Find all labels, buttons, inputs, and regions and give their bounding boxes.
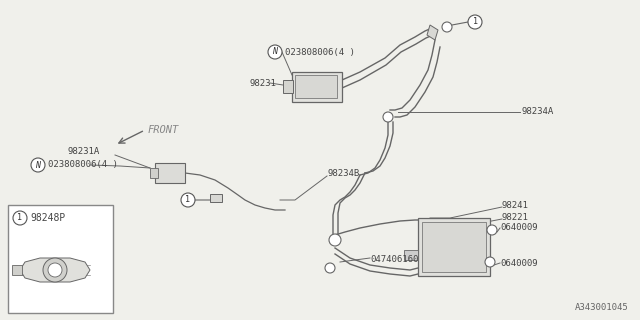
Text: 98241: 98241 <box>502 201 529 210</box>
FancyBboxPatch shape <box>12 265 22 275</box>
FancyBboxPatch shape <box>295 75 337 98</box>
Text: 98231: 98231 <box>250 78 277 87</box>
Text: 1: 1 <box>186 196 191 204</box>
Text: 98248P: 98248P <box>30 213 65 223</box>
FancyBboxPatch shape <box>283 80 293 93</box>
Circle shape <box>468 15 482 29</box>
FancyBboxPatch shape <box>418 218 490 276</box>
FancyBboxPatch shape <box>292 72 342 102</box>
Text: 98231A: 98231A <box>68 148 100 156</box>
Text: A343001045: A343001045 <box>575 303 628 313</box>
Text: 1: 1 <box>472 18 477 27</box>
Circle shape <box>383 112 393 122</box>
FancyBboxPatch shape <box>150 168 158 178</box>
Circle shape <box>329 234 341 246</box>
Text: 023808006(4 ): 023808006(4 ) <box>48 161 118 170</box>
Circle shape <box>181 193 195 207</box>
Circle shape <box>487 225 497 235</box>
Polygon shape <box>20 258 90 282</box>
Circle shape <box>485 257 495 267</box>
Text: 98234A: 98234A <box>522 108 554 116</box>
Circle shape <box>325 263 335 273</box>
Circle shape <box>48 263 62 277</box>
Text: N: N <box>273 47 278 57</box>
Text: N: N <box>35 161 40 170</box>
FancyBboxPatch shape <box>404 250 418 260</box>
Polygon shape <box>427 25 438 40</box>
Circle shape <box>31 158 45 172</box>
Text: 0640009: 0640009 <box>500 259 538 268</box>
FancyBboxPatch shape <box>422 222 486 272</box>
Text: FRONT: FRONT <box>148 125 179 135</box>
Text: 0640009: 0640009 <box>500 223 538 233</box>
Circle shape <box>13 211 27 225</box>
Text: 98221: 98221 <box>502 212 529 221</box>
Text: 023808006(4 ): 023808006(4 ) <box>285 47 355 57</box>
Text: 047406160: 047406160 <box>370 255 419 265</box>
Bar <box>8 205 113 313</box>
Circle shape <box>268 45 282 59</box>
Text: 1: 1 <box>17 213 22 222</box>
Circle shape <box>43 258 67 282</box>
FancyBboxPatch shape <box>155 163 185 183</box>
Text: 98234B: 98234B <box>328 169 360 178</box>
FancyBboxPatch shape <box>210 194 222 202</box>
Circle shape <box>442 22 452 32</box>
